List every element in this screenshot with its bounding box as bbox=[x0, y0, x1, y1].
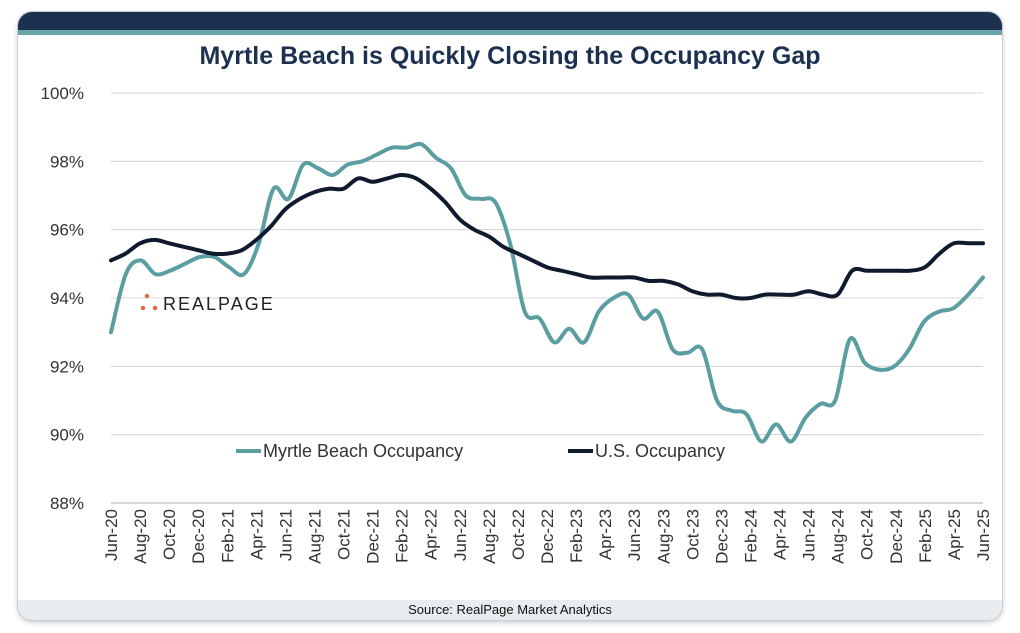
x-tick-label: Feb-23 bbox=[567, 509, 586, 563]
series-line-myrtle-beach bbox=[109, 141, 985, 444]
x-tick-label: Aug-21 bbox=[305, 509, 324, 564]
x-axis-tick-labels: Jun-20 Aug-20 Oct-20 Dec-20 Feb-21 Apr-21 Jun-… bbox=[102, 509, 993, 564]
source-note: Source: RealPage Market Analytics bbox=[18, 600, 1002, 620]
x-tick-label: Oct-24 bbox=[858, 509, 877, 560]
x-tick-label: Jun-25 bbox=[974, 509, 993, 561]
x-tick-label: Feb-24 bbox=[741, 509, 760, 563]
x-tick-label: Aug-20 bbox=[131, 509, 150, 564]
x-tick-label: Apr-21 bbox=[247, 509, 266, 560]
x-tick-label: Jun-21 bbox=[276, 509, 295, 561]
x-tick-label: Aug-23 bbox=[654, 509, 673, 564]
y-tick-label: 94% bbox=[50, 289, 84, 308]
y-tick-label: 100% bbox=[41, 84, 84, 103]
chart-card: Myrtle Beach is Quickly Closing the Occu… bbox=[18, 12, 1002, 620]
gridlines bbox=[111, 92, 983, 436]
logo-text: REALPAGE bbox=[163, 294, 275, 314]
y-tick-label: 96% bbox=[50, 221, 84, 240]
series-lines bbox=[109, 141, 985, 444]
x-tick-label: Jun-22 bbox=[451, 509, 470, 561]
x-tick-label: Feb-21 bbox=[218, 509, 237, 563]
header-accent-stripe bbox=[18, 30, 1002, 35]
x-tick-label: Aug-22 bbox=[480, 509, 499, 564]
x-tick-label: Apr-23 bbox=[596, 509, 615, 560]
x-tick-label: Feb-25 bbox=[916, 509, 935, 563]
x-tick-label: Dec-20 bbox=[189, 509, 208, 564]
x-tick-label: Oct-23 bbox=[683, 509, 702, 560]
y-axis-tick-labels: 88% 90% 92% 94% 96% 98% 100% bbox=[41, 84, 84, 513]
header-bar bbox=[18, 12, 1002, 30]
x-tick-label: Feb-22 bbox=[393, 509, 412, 563]
legend: Myrtle Beach Occupancy U.S. Occupancy bbox=[236, 441, 725, 461]
legend-label-us: U.S. Occupancy bbox=[595, 441, 725, 461]
x-tick-label: Apr-24 bbox=[771, 509, 790, 560]
x-tick-label: Dec-22 bbox=[538, 509, 557, 564]
realpage-logo: REALPAGE bbox=[140, 293, 275, 314]
x-tick-label: Jun-23 bbox=[625, 509, 644, 561]
x-tick-label: Oct-20 bbox=[160, 509, 179, 560]
chart-title: Myrtle Beach is Quickly Closing the Occu… bbox=[199, 42, 821, 70]
legend-label-myrtle-beach: Myrtle Beach Occupancy bbox=[263, 441, 463, 461]
occupancy-line-chart: 88% 90% 92% 94% 96% 98% 100% Jun-20 Aug-20 Oct-2… bbox=[41, 84, 993, 564]
y-tick-label: 92% bbox=[50, 357, 84, 376]
x-tick-label: Dec-23 bbox=[712, 509, 731, 564]
x-tick-label: Oct-21 bbox=[335, 509, 354, 560]
x-tick-label: Dec-21 bbox=[364, 509, 383, 564]
x-tick-label: Apr-25 bbox=[945, 509, 964, 560]
x-tick-label: Jun-20 bbox=[102, 509, 121, 561]
series-line-us bbox=[109, 173, 985, 301]
y-tick-label: 90% bbox=[50, 426, 84, 445]
logo-dot bbox=[152, 305, 158, 311]
y-tick-label: 88% bbox=[50, 494, 84, 513]
x-tick-label: Jun-24 bbox=[800, 509, 819, 561]
logo-dot bbox=[140, 305, 146, 311]
logo-dot bbox=[144, 293, 150, 299]
x-tick-label: Dec-24 bbox=[887, 509, 906, 564]
x-tick-label: Aug-24 bbox=[829, 509, 848, 564]
x-tick-label: Apr-22 bbox=[422, 509, 441, 560]
x-tick-label: Oct-22 bbox=[509, 509, 528, 560]
y-tick-label: 98% bbox=[50, 152, 84, 171]
